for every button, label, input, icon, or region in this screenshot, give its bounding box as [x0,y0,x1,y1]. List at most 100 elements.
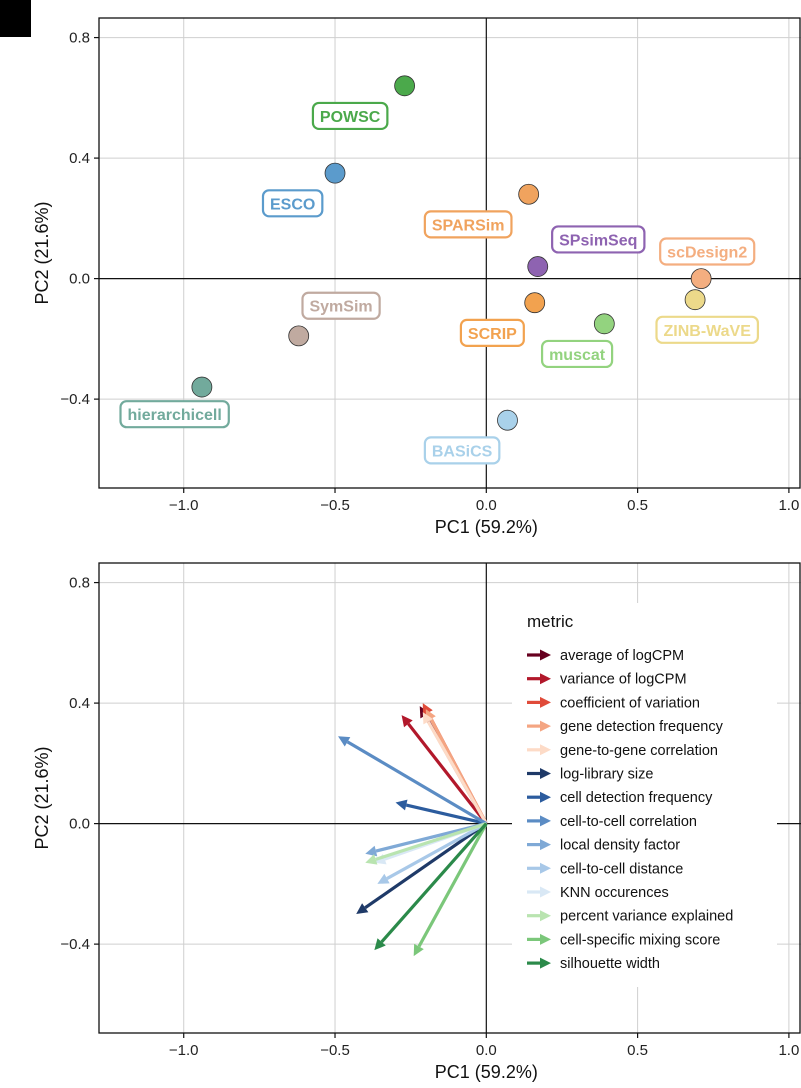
legend-key-gene-detection-frequency [527,720,551,732]
legend-key-KNN-occurences [527,886,551,898]
legend-key-coefficient-of-variation [527,696,551,708]
point-POWSC [394,75,416,97]
legend-key-gene-to-gene-correlation [527,744,551,756]
vector-cell-to-cell-correlation [338,736,488,825]
legend-label: local density factor [560,838,680,854]
label-ESCO: ESCO [261,189,324,218]
scatter-y-axis-title: PC2 (21.6%) [32,201,52,304]
label-text: ESCO [270,196,315,213]
vector-gene-to-gene-correlation [422,712,488,825]
legend-background [512,603,777,987]
y-tick-label: 0.0 [69,271,90,288]
y-tick-label: 0.8 [69,30,90,47]
y-tick-label: 0.4 [69,150,90,167]
legend-label: cell detection frequency [560,790,713,806]
point-ZINB-WaVE [684,289,706,311]
x-tick-label: −0.5 [320,1042,350,1059]
point-SymSim [288,325,310,347]
legend-key-cell-to-cell-distance [527,862,551,874]
point-SPARSim [518,183,540,205]
y-tick-label: 0.4 [69,695,90,712]
legend-label: log-library size [560,767,653,783]
y-tick-label: −0.4 [60,936,90,953]
label-text: SymSim [309,299,372,316]
legend-key-silhouette-width [527,957,551,969]
x-tick-label: 1.0 [778,1042,799,1059]
label-ZINB-WaVE: ZINB-WaVE [655,315,760,344]
legend-label: cell-to-cell distance [560,861,683,877]
legend-title: metric [527,612,574,631]
point-scDesign2 [690,268,712,290]
vector-cell-to-cell-distance [377,822,488,884]
pca-scatter-chart: −1.0 −0.5 0.0 0.5 1.0 −0.4 0.0 0.4 0.8 PC1 (59.2%… [32,17,801,537]
label-BASiCS: BASiCS [423,436,501,465]
point-hierarchicell [191,376,213,398]
label-SCRIP: SCRIP [459,318,525,347]
label-POWSC: POWSC [311,101,389,131]
vector-silhouette-width [374,822,488,951]
x-tick-label: −1.0 [169,1042,199,1059]
vector-variance-of-logCPM [401,715,488,825]
y-tick-label: −0.4 [60,391,90,408]
legend-label: percent variance explained [560,909,733,925]
plot-frame [98,562,801,1034]
legend-label: gene-to-gene correlation [560,743,718,759]
legend-label: gene detection frequency [560,719,724,735]
label-text: SPARSim [432,217,505,234]
label-text: muscat [549,347,606,364]
label-box [459,318,525,347]
legend-key-cell-to-cell-correlation [527,815,551,827]
label-hierarchicell: hierarchicell [119,400,230,429]
label-text: hierarchicell [128,407,222,424]
legend-label: cell-specific mixing score [560,932,720,948]
label-box [301,291,381,320]
label-text: SCRIP [468,326,517,343]
point-ESCO [324,162,346,184]
legend-label: coefficient of variation [560,695,700,711]
legend-label: cell-to-cell correlation [560,814,697,830]
label-box [551,225,646,254]
vector-cell-detection-frequency [395,799,487,826]
loadings-x-axis-title: PC1 (59.2%) [435,1062,538,1082]
label-text: SPsimSeq [559,232,637,249]
x-tick-label: −1.0 [169,497,199,514]
label-text: BASiCS [432,443,493,460]
legend-key-cell-specific-mixing-score [527,933,551,945]
label-text: ZINB-WaVE [663,323,751,340]
panel-label-block [0,0,31,37]
legend-label: KNN occurences [560,885,669,901]
label-box [423,210,513,239]
legend-key-average-of-logCPM [527,649,551,661]
legend: metric average of logCPM variance of logCP… [512,603,777,987]
y-tick-label: 0.8 [69,575,90,592]
vector-log-library-size [356,822,488,914]
vector-cell-specific-mixing-score [413,822,488,957]
point-SCRIP [524,292,546,314]
label-box [261,189,324,218]
label-box [659,237,756,266]
label-muscat: muscat [540,339,614,369]
x-tick-label: 0.0 [476,1042,497,1059]
legend-label: variance of logCPM [560,672,687,688]
loadings-y-axis-title: PC2 (21.6%) [32,746,52,849]
point-BASiCS [497,409,518,431]
x-tick-label: 0.0 [476,497,497,514]
label-box [423,436,501,465]
label-box [655,315,760,344]
x-tick-label: 0.5 [627,1042,648,1059]
legend-key-percent-variance-explained [527,910,551,922]
point-SPsimSeq [527,256,549,277]
scatter-x-axis-title: PC1 (59.2%) [435,517,538,537]
label-SymSim: SymSim [301,291,381,320]
point-muscat [593,313,615,335]
x-tick-label: −0.5 [320,497,350,514]
label-text: scDesign2 [667,244,747,261]
legend-key-cell-detection-frequency [527,791,551,803]
label-SPsimSeq: SPsimSeq [551,225,646,254]
legend-label: silhouette width [560,956,660,972]
x-tick-label: 1.0 [778,497,799,514]
legend-label: average of logCPM [560,648,684,664]
plot-frame [98,17,801,489]
x-tick-label: 0.5 [627,497,648,514]
label-scDesign2: scDesign2 [659,237,756,266]
